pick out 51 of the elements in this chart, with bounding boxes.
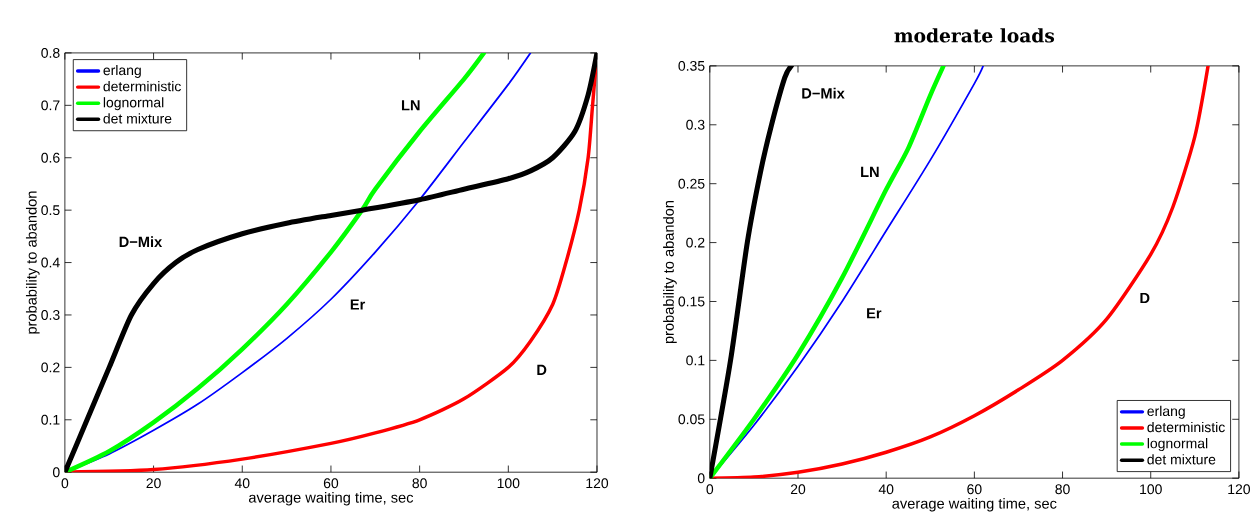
x-tick-label: 60 — [967, 484, 982, 495]
legend-label: deterministic — [1147, 421, 1225, 433]
x-axis-title: average waiting time, sec — [248, 491, 414, 506]
legend-label: det mixture — [103, 113, 172, 124]
y-tick-label: 0.2 — [41, 362, 60, 373]
x-axis-title: average waiting time, sec — [892, 497, 1057, 512]
annotation: D−Mix — [802, 87, 845, 99]
y-tick-label: 0.7 — [41, 100, 60, 111]
annotation: LN — [401, 100, 420, 111]
y-tick-label: 0.2 — [686, 237, 705, 248]
annotation: D — [1140, 292, 1150, 303]
x-tick-label: 120 — [586, 478, 609, 489]
y-tick-label: 0.05 — [678, 414, 705, 425]
x-tick-label: 0 — [61, 478, 69, 489]
annotation: Er — [350, 299, 366, 310]
y-tick-label: 0.5 — [41, 205, 60, 216]
y-axis-title: probability to abandon — [25, 191, 40, 334]
legend-label: det mixture — [1147, 454, 1216, 465]
y-tick-label: 0.8 — [41, 47, 60, 58]
annotation: D — [537, 364, 547, 375]
chart-title: moderate loads — [894, 28, 1055, 43]
x-tick-label: 100 — [1140, 484, 1162, 495]
annotation: Er — [867, 308, 882, 319]
x-tick-label: 20 — [790, 484, 806, 495]
y-tick-label: 0.1 — [41, 414, 60, 425]
x-tick-label: 80 — [1055, 484, 1070, 495]
legend-label: lognormal — [1147, 437, 1208, 452]
x-tick-label: 0 — [706, 484, 714, 495]
legend-label: erlang — [103, 64, 141, 78]
x-tick-label: 80 — [412, 478, 427, 489]
legend-label: lognormal — [103, 97, 164, 111]
annotation: D−Mix — [119, 236, 163, 247]
x-tick-label: 60 — [323, 478, 339, 489]
y-axis-title: probability to abandon — [663, 200, 677, 344]
x-tick-label: 40 — [234, 478, 250, 489]
y-tick-label: 0 — [52, 467, 60, 478]
x-tick-label: 120 — [1228, 484, 1251, 495]
x-tick-label: 40 — [878, 484, 894, 495]
x-tick-label: 20 — [146, 478, 161, 489]
y-tick-label: 0.1 — [686, 355, 705, 366]
x-tick-label: 100 — [497, 478, 520, 489]
y-tick-label: 0.3 — [41, 309, 60, 320]
legend-label: deterministic — [103, 80, 181, 92]
y-tick-label: 0.35 — [678, 60, 705, 71]
legend-label: erlang — [1147, 405, 1185, 419]
y-tick-label: 0.6 — [41, 152, 60, 163]
y-tick-label: 0.4 — [41, 257, 60, 268]
y-tick-label: 0.25 — [678, 178, 705, 189]
annotation: LN — [861, 166, 879, 177]
y-tick-label: 0.15 — [678, 296, 705, 307]
y-tick-label: 0.3 — [686, 119, 705, 130]
